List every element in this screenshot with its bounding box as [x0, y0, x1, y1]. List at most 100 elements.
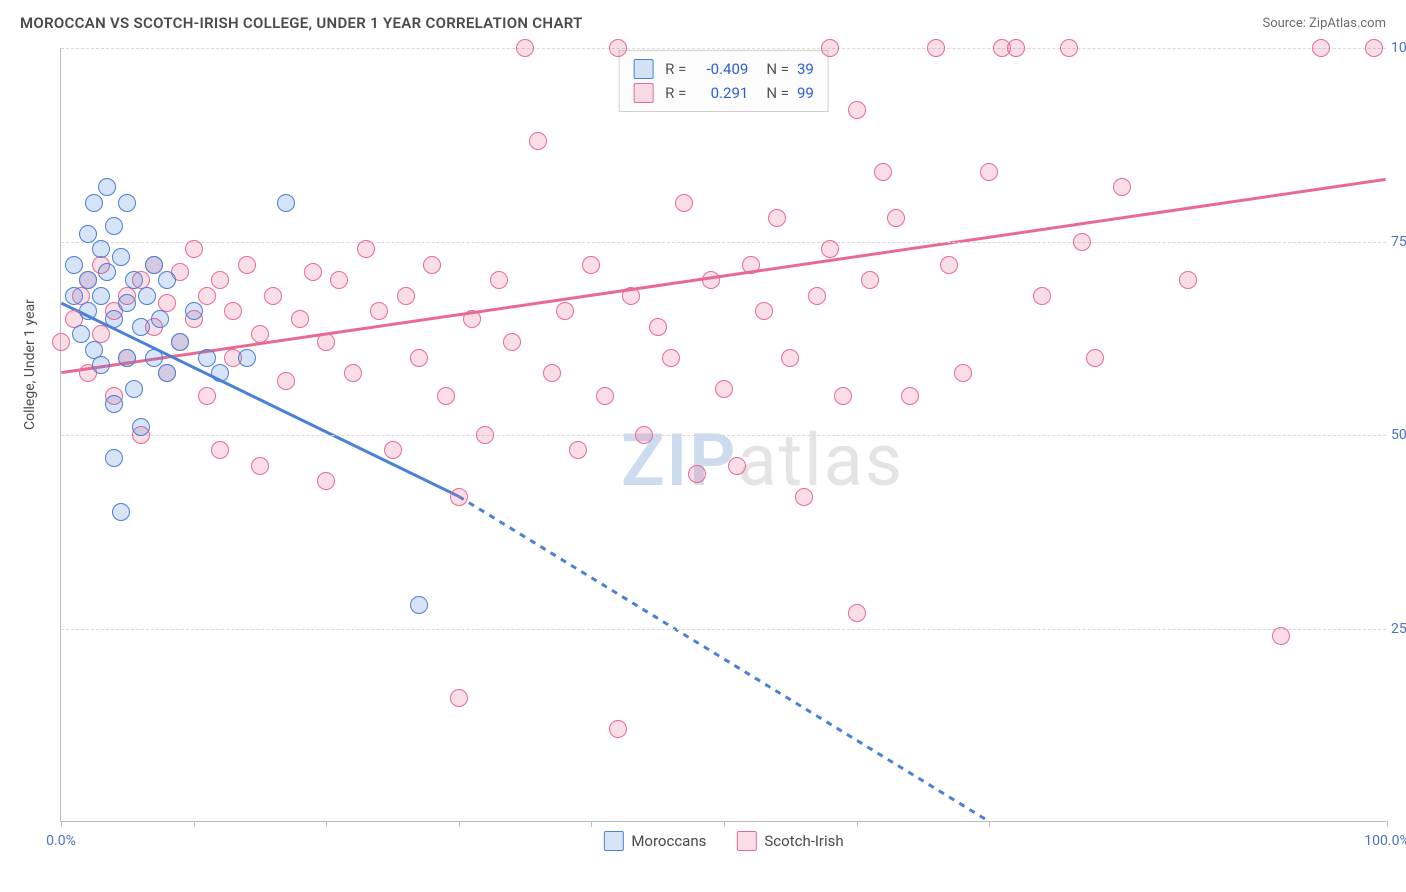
gridline	[61, 242, 1386, 243]
point-scotch-irish	[370, 302, 388, 320]
point-scotch-irish	[1033, 287, 1051, 305]
point-scotch-irish	[834, 387, 852, 405]
point-moroccans	[105, 449, 123, 467]
point-moroccans	[98, 263, 116, 281]
n-label: N =	[766, 81, 789, 105]
point-moroccans	[151, 310, 169, 328]
point-scotch-irish	[596, 387, 614, 405]
point-moroccans	[105, 395, 123, 413]
point-moroccans	[79, 271, 97, 289]
point-moroccans	[138, 287, 156, 305]
x-tick	[591, 821, 592, 827]
point-scotch-irish	[1365, 39, 1383, 57]
point-scotch-irish	[755, 302, 773, 320]
x-tick-label: 100.0%	[1364, 833, 1406, 849]
point-scotch-irish	[742, 256, 760, 274]
point-scotch-irish	[277, 372, 295, 390]
y-tick-label: 75.0%	[1391, 234, 1406, 250]
point-scotch-irish	[622, 287, 640, 305]
point-scotch-irish	[821, 39, 839, 57]
chart-title: MOROCCAN VS SCOTCH-IRISH COLLEGE, UNDER …	[20, 14, 583, 32]
legend-item-moroccans: Moroccans	[603, 831, 706, 851]
point-moroccans	[79, 302, 97, 320]
point-scotch-irish	[476, 426, 494, 444]
point-moroccans	[92, 240, 110, 258]
point-scotch-irish	[688, 465, 706, 483]
point-scotch-irish	[238, 256, 256, 274]
point-scotch-irish	[1060, 39, 1078, 57]
point-scotch-irish	[410, 349, 428, 367]
x-tick	[61, 821, 62, 827]
point-scotch-irish	[954, 364, 972, 382]
point-scotch-irish	[291, 310, 309, 328]
point-scotch-irish	[437, 387, 455, 405]
swatch-moroccans-icon	[603, 831, 623, 851]
point-scotch-irish	[423, 256, 441, 274]
point-moroccans	[79, 225, 97, 243]
point-moroccans	[132, 418, 150, 436]
source-label: Source: ZipAtlas.com	[1262, 16, 1386, 31]
point-moroccans	[65, 287, 83, 305]
r-value-scotch-irish: 0.291	[694, 81, 748, 105]
point-scotch-irish	[357, 240, 375, 258]
watermark: ZIPatlas	[621, 418, 904, 503]
point-scotch-irish	[702, 271, 720, 289]
legend-label-scotch-irish: Scotch-Irish	[764, 832, 843, 850]
point-moroccans	[98, 178, 116, 196]
point-scotch-irish	[344, 364, 362, 382]
point-scotch-irish	[317, 472, 335, 490]
point-moroccans	[85, 194, 103, 212]
point-scotch-irish	[609, 720, 627, 738]
r-value-moroccans: -0.409	[694, 57, 748, 81]
r-label: R =	[665, 57, 686, 81]
y-axis-label: College, Under 1 year	[22, 299, 38, 430]
gridline	[61, 435, 1386, 436]
point-moroccans	[211, 364, 229, 382]
gridline	[61, 629, 1386, 630]
point-scotch-irish	[198, 387, 216, 405]
point-moroccans	[158, 364, 176, 382]
point-scotch-irish	[675, 194, 693, 212]
point-moroccans	[112, 503, 130, 521]
point-moroccans	[145, 349, 163, 367]
y-tick-label: 100.0%	[1391, 40, 1406, 56]
point-scotch-irish	[927, 39, 945, 57]
correlation-legend: R = -0.409 N = 39 R = 0.291 N = 99	[618, 50, 829, 112]
point-scotch-irish	[662, 349, 680, 367]
point-scotch-irish	[529, 132, 547, 150]
legend-row-moroccans: R = -0.409 N = 39	[633, 57, 814, 81]
swatch-moroccans	[633, 59, 653, 79]
point-scotch-irish	[543, 364, 561, 382]
point-scotch-irish	[450, 488, 468, 506]
point-scotch-irish	[556, 302, 574, 320]
point-scotch-irish	[848, 604, 866, 622]
point-moroccans	[65, 256, 83, 274]
point-moroccans	[277, 194, 295, 212]
point-scotch-irish	[887, 209, 905, 227]
point-scotch-irish	[450, 689, 468, 707]
x-tick	[989, 821, 990, 827]
point-scotch-irish	[808, 287, 826, 305]
watermark-atlas: atlas	[737, 418, 904, 503]
point-scotch-irish	[649, 318, 667, 336]
point-scotch-irish	[1113, 178, 1131, 196]
point-moroccans	[112, 248, 130, 266]
point-scotch-irish	[1179, 271, 1197, 289]
point-scotch-irish	[1272, 627, 1290, 645]
point-scotch-irish	[768, 209, 786, 227]
point-moroccans	[185, 302, 203, 320]
x-tick	[326, 821, 327, 827]
point-scotch-irish	[304, 263, 322, 281]
point-moroccans	[118, 194, 136, 212]
point-moroccans	[105, 310, 123, 328]
chart-plot-area: ZIPatlas R = -0.409 N = 39 R = 0.291 N =…	[60, 48, 1386, 822]
point-scotch-irish	[781, 349, 799, 367]
point-scotch-irish	[728, 457, 746, 475]
point-moroccans	[198, 349, 216, 367]
point-moroccans	[125, 380, 143, 398]
point-scotch-irish	[463, 310, 481, 328]
point-moroccans	[238, 349, 256, 367]
point-moroccans	[132, 318, 150, 336]
point-scotch-irish	[569, 441, 587, 459]
point-scotch-irish	[330, 271, 348, 289]
